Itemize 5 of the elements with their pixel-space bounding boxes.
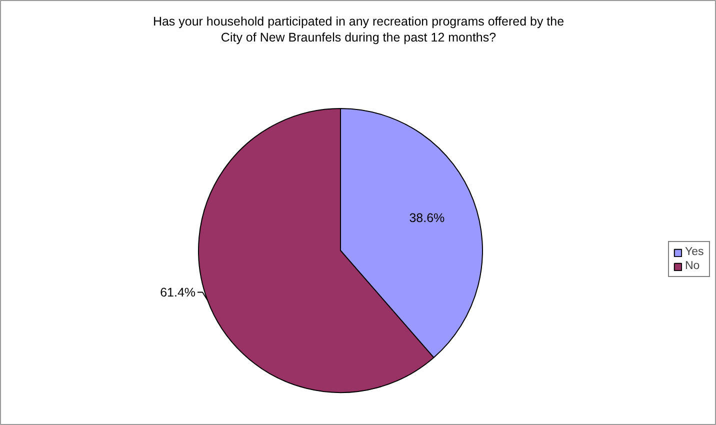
data-label: 61.4% [160,285,196,300]
data-label: 38.6% [409,211,445,226]
legend-label: No [685,260,701,272]
legend-label: Yes [685,246,705,258]
chart-title: Has your household participated in any recreation programs offered by the City of New Braunfels during the past 12 months? [152,14,564,45]
